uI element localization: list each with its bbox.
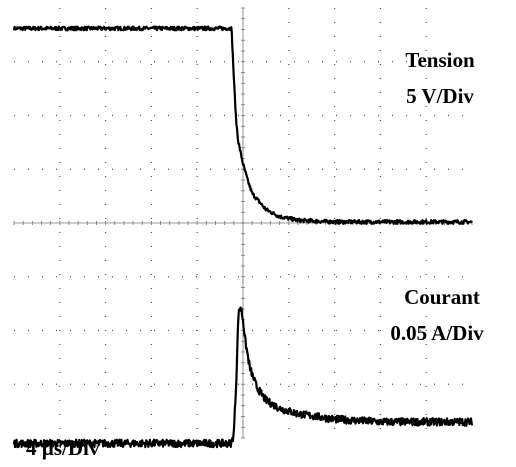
trace-tension [12, 25, 473, 225]
trace-courant [12, 306, 474, 449]
channel2-scale: 0.05 A/Div [390, 321, 484, 345]
channel2-name: Courant [404, 285, 480, 309]
traces [12, 25, 474, 449]
time-base-label: 4 µs/Div [26, 436, 100, 460]
channel1-name: Tension [405, 48, 475, 72]
channel1-scale: 5 V/Div [406, 84, 474, 108]
